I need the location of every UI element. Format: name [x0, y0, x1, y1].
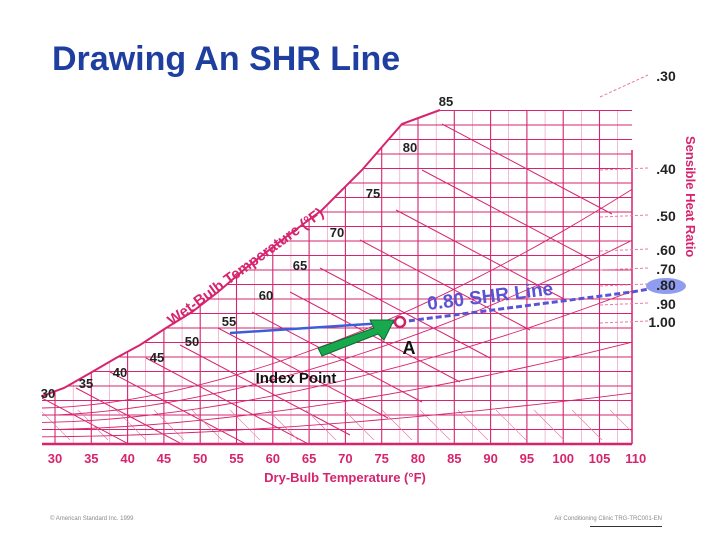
- shr-guide-line: [599, 267, 649, 271]
- shr-scale-value: .60: [656, 242, 676, 258]
- wet-bulb-gridline: [109, 371, 281, 444]
- dry-bulb-tick-label: 80: [411, 451, 425, 466]
- dry-bulb-tick-label: 30: [48, 451, 62, 466]
- dry-bulb-tick-label: 75: [374, 451, 388, 466]
- wet-bulb-value-label: 55: [222, 314, 236, 329]
- wet-bulb-value-label: 40: [113, 365, 127, 380]
- enthalpy-tick: [77, 409, 109, 441]
- wet-bulb-value-label: 45: [150, 350, 164, 365]
- footer-rule: [590, 526, 662, 527]
- dry-bulb-tick-label: 35: [84, 451, 98, 466]
- x-axis-label: Dry-Bulb Temperature (°F): [264, 470, 426, 485]
- dry-bulb-tick-label: 70: [338, 451, 352, 466]
- wet-bulb-gridline: [441, 123, 613, 215]
- wet-bulb-gridline: [42, 395, 209, 444]
- dry-bulb-tick-label: 40: [120, 451, 134, 466]
- dry-bulb-tick-label: 105: [589, 451, 611, 466]
- enthalpy-tick: [571, 409, 603, 441]
- wet-bulb-gridline: [421, 169, 593, 261]
- index-point-label: Index Point: [256, 370, 337, 387]
- saturation-curve: [41, 109, 441, 397]
- enthalpy-tick: [267, 409, 299, 441]
- shr-guide-line: [599, 248, 649, 252]
- wet-bulb-value-label: 65: [293, 258, 307, 273]
- shr-scale-value: .30: [656, 68, 676, 84]
- shr-guide-line: [599, 74, 649, 98]
- dry-bulb-tick-label: 100: [552, 451, 574, 466]
- shr-highlight-oval: [646, 278, 686, 294]
- relative-humidity-curve: [42, 286, 632, 423]
- point-a-label: A: [403, 338, 416, 358]
- dry-bulb-tick-label: 45: [157, 451, 171, 466]
- relative-humidity-curve: [42, 182, 632, 409]
- enthalpy-tick: [609, 409, 632, 441]
- dry-bulb-tick-label: 65: [302, 451, 316, 466]
- wet-bulb-gridline: [179, 344, 351, 436]
- shr-line: [399, 290, 633, 324]
- wet-bulb-value-label: 60: [259, 288, 273, 303]
- shr-scale-value: .40: [656, 161, 676, 177]
- wet-bulb-gridline: [319, 267, 491, 359]
- shr-scale-value: .80: [656, 277, 676, 293]
- shr-guides: [599, 74, 649, 324]
- shr-scale-value: .70: [656, 261, 676, 277]
- shr-guide-line: [599, 302, 649, 306]
- wet-bulb-gridline: [217, 327, 389, 419]
- wet-bulb-value-label: 35: [79, 376, 93, 391]
- footer-copyright: © American Standard Inc. 1999: [50, 516, 134, 522]
- wet-bulb-gridline: [251, 311, 423, 403]
- enthalpy-tick: [191, 409, 223, 441]
- wet-bulb-value-label: 75: [366, 186, 380, 201]
- dry-bulb-tick-label: 60: [266, 451, 280, 466]
- shr-scale-value: 1.00: [648, 314, 675, 330]
- enthalpy-tick: [229, 409, 261, 441]
- wet-bulb-gridline: [359, 239, 531, 331]
- wet-bulb-value-label: 80: [403, 140, 417, 155]
- enthalpy-tick: [419, 409, 451, 441]
- wet-bulb-value-label: 70: [330, 225, 344, 240]
- shr-scale-value: .50: [656, 208, 676, 224]
- shr-guide-line: [599, 283, 649, 287]
- footer-course-code: Air Conditioning Clinic TRG-TRC001-EN: [554, 516, 662, 522]
- enthalpy-tick: [457, 409, 489, 441]
- enthalpy-tick: [381, 409, 413, 441]
- dry-bulb-tick-label: 95: [520, 451, 534, 466]
- dry-bulb-tick-label: 90: [483, 451, 497, 466]
- wet-bulb-gridline: [289, 291, 461, 383]
- enthalpy-tick: [305, 409, 337, 441]
- enthalpy-tick: [153, 409, 185, 441]
- dry-bulb-tick-label: 110: [625, 451, 646, 466]
- wet-bulb-value-label: 85: [439, 94, 453, 109]
- enthalpy-tick: [533, 409, 565, 441]
- shr-scale-value: .90: [656, 296, 676, 312]
- point-a-marker: [393, 315, 407, 329]
- slide-title: Drawing An SHR Line: [52, 40, 401, 78]
- pointer-arrow: [317, 319, 395, 357]
- enthalpy-tick: [343, 409, 375, 441]
- wet-bulb-value-label: 30: [41, 386, 55, 401]
- enthalpy-tick: [495, 409, 527, 441]
- dry-bulb-tick-label: 55: [229, 451, 243, 466]
- relative-humidity-curve: [42, 391, 632, 438]
- shr-guide-line: [599, 167, 649, 171]
- shr-axis-label: Sensible Heat Ratio: [683, 136, 698, 257]
- relative-humidity-curve: [42, 339, 632, 431]
- wet-bulb-value-label: 50: [185, 334, 199, 349]
- shr-guide-line: [599, 320, 649, 324]
- relative-humidity-curve: [42, 234, 632, 416]
- shr-guide-line: [599, 214, 649, 218]
- dry-bulb-tick-label: 85: [447, 451, 461, 466]
- dry-bulb-tick-label: 50: [193, 451, 207, 466]
